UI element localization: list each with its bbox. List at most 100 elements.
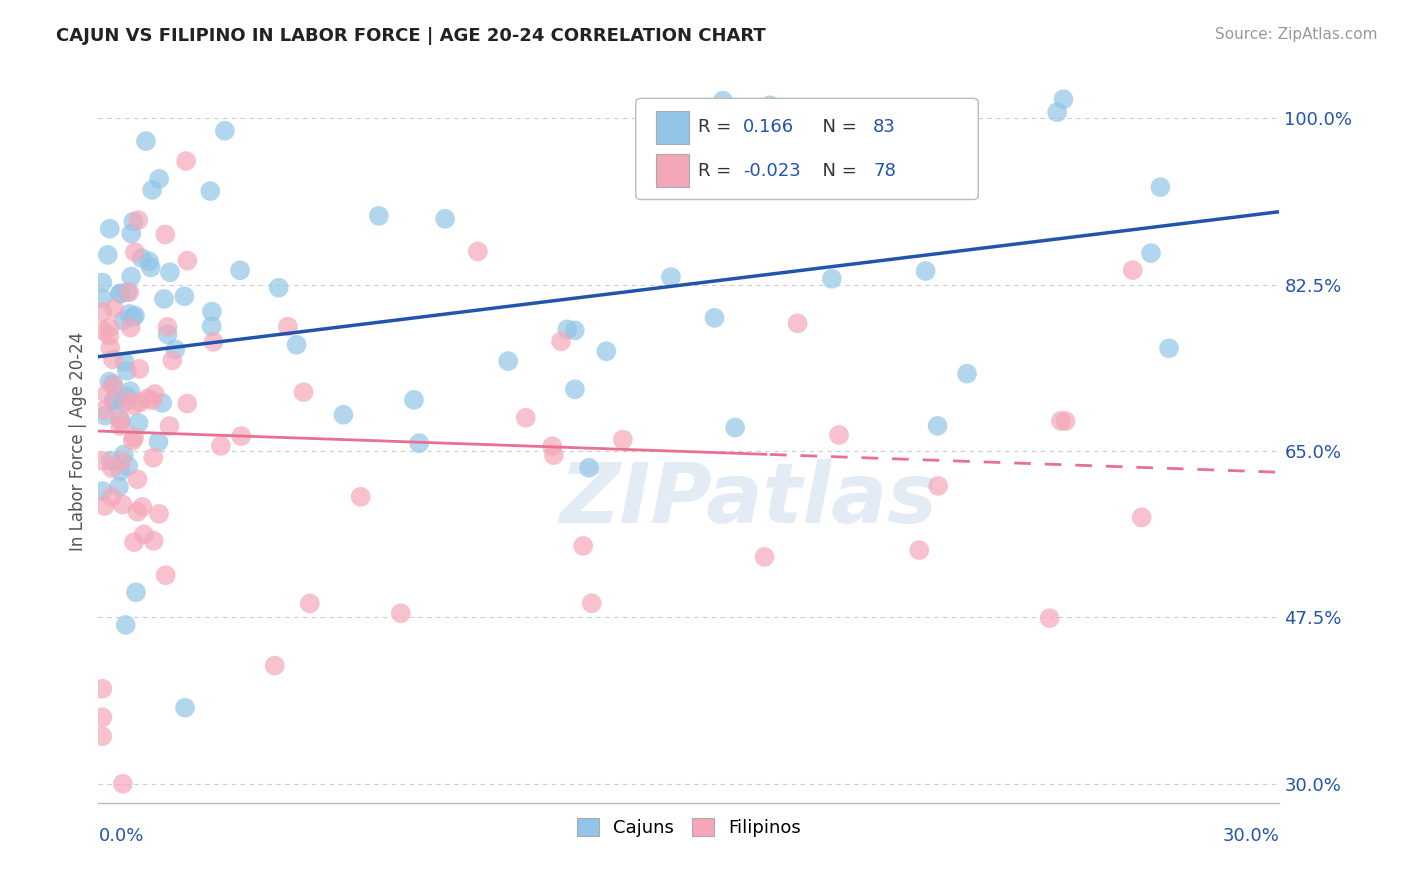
Point (496, 354, 519, 368)
Point (155, 568, 177, 582)
Point (821, 271, 844, 285)
Point (209, 439, 232, 453)
Point (350, 490, 373, 504)
Point (138, 254, 160, 268)
Point (120, 320, 142, 334)
Point (572, 539, 595, 553)
Text: R =: R = (699, 161, 737, 179)
Point (105, 392, 128, 406)
Point (159, 265, 181, 279)
Point (786, 316, 808, 330)
Point (98, 375, 121, 389)
Point (131, 251, 153, 265)
Point (1140, 246, 1163, 260)
Point (98, 328, 121, 343)
Point (541, 439, 564, 453)
Point (1052, 92, 1074, 106)
Point (564, 382, 586, 396)
Point (122, 310, 145, 325)
Point (143, 387, 166, 401)
Point (434, 211, 457, 226)
Point (115, 393, 138, 408)
Point (91, 276, 114, 290)
Point (754, 549, 776, 564)
Point (124, 309, 146, 323)
Point (927, 479, 949, 493)
Point (903, 137, 925, 152)
Point (127, 505, 149, 519)
Point (332, 408, 354, 422)
Point (100, 490, 122, 504)
Point (112, 448, 135, 462)
Point (118, 307, 141, 321)
Point (108, 286, 131, 301)
Point (101, 352, 124, 367)
Point (267, 281, 290, 295)
Text: Source: ZipAtlas.com: Source: ZipAtlas.com (1215, 27, 1378, 42)
Point (115, 389, 138, 403)
Point (156, 327, 179, 342)
Point (214, 124, 236, 138)
Point (173, 289, 195, 303)
Point (1050, 414, 1073, 428)
Point (115, 364, 138, 378)
Point (467, 244, 489, 259)
Point (98, 221, 121, 235)
Point (581, 596, 603, 610)
Text: 78: 78 (873, 161, 896, 179)
Text: 0.166: 0.166 (744, 119, 794, 136)
Point (595, 344, 617, 359)
Point (91, 454, 114, 468)
Point (578, 460, 600, 475)
Y-axis label: In Labor Force | Age 20-24: In Labor Force | Age 20-24 (69, 332, 87, 551)
Point (564, 323, 586, 337)
Point (1130, 510, 1153, 524)
Bar (655, 111, 689, 144)
Point (91, 710, 114, 724)
Point (142, 450, 165, 465)
Point (97, 248, 120, 262)
Text: -0.023: -0.023 (744, 161, 801, 179)
Point (118, 285, 141, 300)
Point (703, 310, 725, 325)
Point (141, 183, 163, 197)
Point (174, 700, 197, 714)
Point (202, 334, 225, 349)
FancyBboxPatch shape (636, 98, 979, 200)
Point (124, 245, 146, 260)
Point (98, 320, 121, 334)
Point (111, 777, 134, 791)
Point (142, 533, 165, 548)
Point (127, 472, 149, 486)
Point (285, 337, 308, 351)
Point (711, 94, 734, 108)
Point (127, 213, 149, 227)
Point (93, 403, 115, 417)
Point (231, 429, 253, 443)
Point (1157, 341, 1180, 355)
Point (135, 134, 157, 148)
Point (292, 385, 315, 400)
Text: N =: N = (811, 161, 862, 179)
Point (132, 527, 155, 541)
Point (927, 418, 949, 433)
Point (101, 378, 124, 392)
Point (828, 428, 851, 442)
Point (91, 292, 114, 306)
Point (98, 341, 121, 355)
Point (201, 319, 224, 334)
Point (148, 507, 170, 521)
Point (1149, 180, 1171, 194)
Point (402, 392, 425, 407)
Point (103, 301, 125, 316)
Text: N =: N = (811, 119, 862, 136)
Point (515, 410, 537, 425)
Point (156, 319, 179, 334)
Bar (655, 154, 689, 186)
Point (122, 399, 145, 413)
Point (908, 543, 931, 558)
Legend: Cajuns, Filipinos: Cajuns, Filipinos (569, 811, 808, 845)
Point (136, 392, 159, 406)
Point (201, 304, 224, 318)
Point (110, 464, 132, 478)
